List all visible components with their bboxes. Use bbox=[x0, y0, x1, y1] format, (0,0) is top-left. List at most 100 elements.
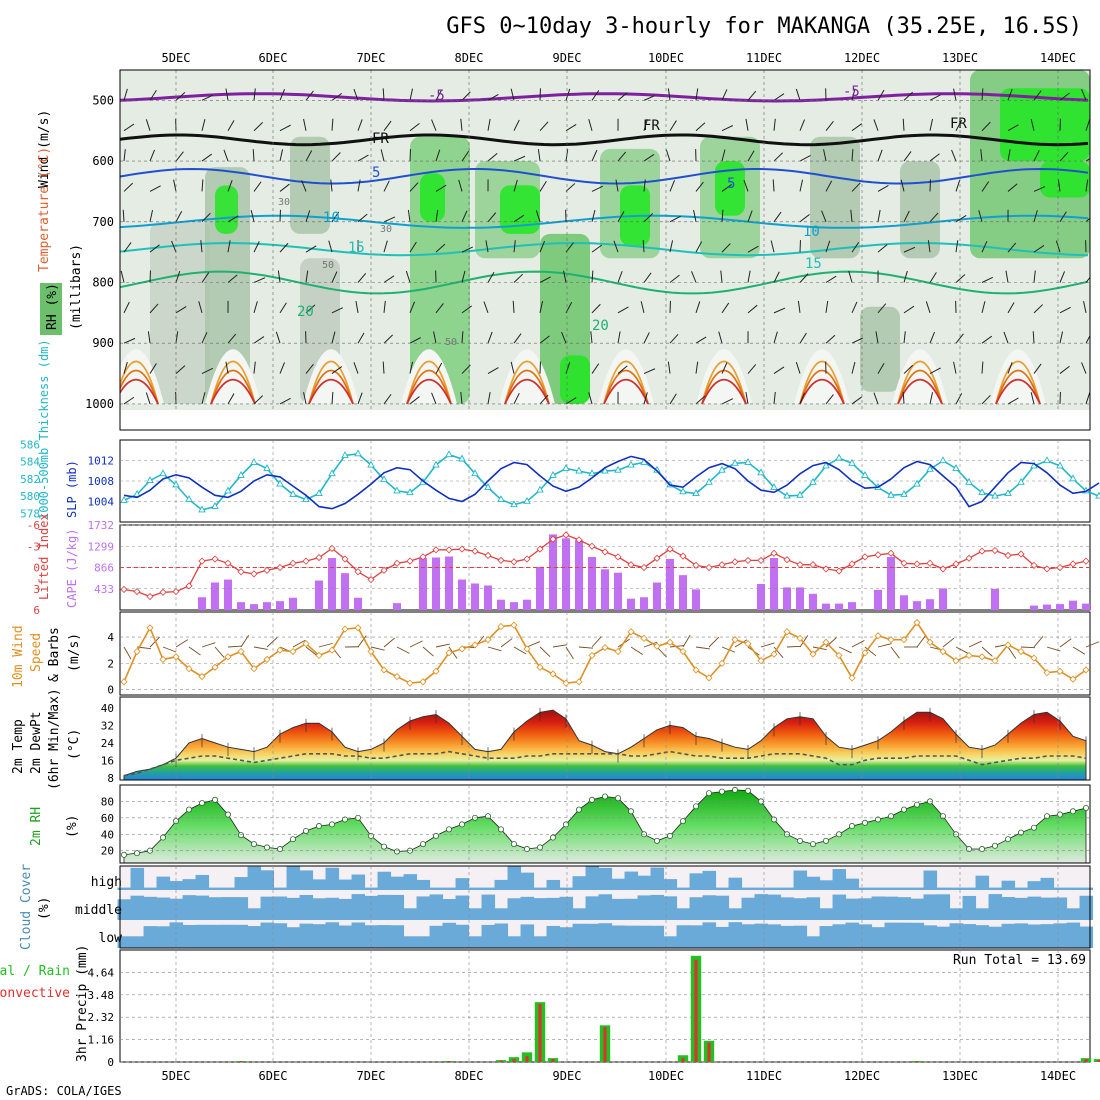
wind-barb bbox=[485, 240, 489, 253]
precip-convective-bar bbox=[525, 1056, 529, 1062]
cloud-cell bbox=[988, 926, 1003, 948]
cloud-cell bbox=[676, 908, 691, 920]
li-point bbox=[120, 585, 128, 594]
isotherm-label: FR bbox=[950, 116, 967, 132]
y-tick-label: 8 bbox=[107, 772, 114, 785]
wind-barb bbox=[851, 361, 856, 374]
wind-barb bbox=[175, 210, 183, 223]
isotherm-label: 20 bbox=[297, 304, 314, 320]
wind-barb bbox=[1007, 362, 1013, 374]
cloud-cell bbox=[156, 926, 171, 948]
cloud-row-high: high bbox=[91, 875, 122, 890]
date-label: 14DEC bbox=[1040, 1069, 1076, 1083]
thickness-point bbox=[718, 465, 726, 473]
thickness-point bbox=[1004, 489, 1012, 496]
cloud-cell bbox=[247, 908, 262, 920]
wind10-barb bbox=[799, 635, 809, 648]
cape-bar bbox=[912, 601, 922, 610]
y-tick-label: 600 bbox=[92, 154, 114, 168]
date-label: 5DEC bbox=[162, 51, 191, 65]
date-label: 11DEC bbox=[746, 1069, 782, 1083]
li-point bbox=[575, 536, 583, 544]
rh-point bbox=[458, 821, 465, 828]
wind10-unit: (m/s) bbox=[67, 633, 82, 672]
thickness-point bbox=[705, 477, 713, 485]
rh-point bbox=[159, 834, 166, 841]
cloud-cell bbox=[975, 875, 990, 890]
cloud-cell bbox=[390, 894, 405, 920]
wind10-barb bbox=[214, 646, 225, 658]
y-tick-label: 20 bbox=[101, 845, 114, 858]
wind-barb bbox=[1033, 90, 1042, 101]
wind-barb bbox=[225, 361, 229, 374]
wind-barb bbox=[487, 367, 499, 375]
wind-barb bbox=[353, 362, 359, 374]
li-point bbox=[133, 588, 141, 596]
wind10-barb bbox=[591, 636, 602, 648]
wind-barb bbox=[461, 331, 464, 344]
wind10-barb bbox=[188, 646, 201, 656]
wind-barb bbox=[303, 118, 307, 131]
rh-area bbox=[123, 789, 1087, 863]
rh-point bbox=[992, 842, 999, 849]
cloud-cell bbox=[546, 879, 561, 890]
cloud-cell bbox=[572, 923, 587, 948]
cape-bar bbox=[483, 585, 493, 610]
wind-speed-point bbox=[341, 625, 349, 633]
wind10-barb bbox=[695, 646, 710, 650]
wind-barb bbox=[591, 363, 600, 374]
li-point bbox=[835, 567, 843, 575]
cloud-cell bbox=[715, 887, 730, 890]
thickness-point bbox=[757, 468, 765, 476]
cloud-labels: Cloud Cover (%) high middle low bbox=[19, 864, 122, 950]
thickness-point bbox=[926, 464, 934, 472]
wind-barb bbox=[331, 331, 336, 344]
cloud-cell bbox=[910, 887, 925, 890]
wind-barb bbox=[591, 185, 604, 192]
cloud-unit: (%) bbox=[37, 897, 52, 920]
cape-bar bbox=[353, 597, 363, 610]
cloud-cell bbox=[845, 898, 860, 920]
isotherm-warm bbox=[308, 369, 354, 405]
wind-barb bbox=[175, 365, 186, 374]
wind-barb bbox=[591, 270, 594, 283]
thickness-point bbox=[809, 477, 817, 485]
wind10-barb bbox=[968, 640, 982, 648]
wind-speed-point bbox=[211, 663, 219, 671]
cape-bar bbox=[990, 588, 1000, 610]
wind-barb bbox=[383, 300, 386, 313]
wind-barb bbox=[721, 125, 734, 132]
isotherm-warm bbox=[406, 369, 452, 405]
wind-speed-point bbox=[1004, 641, 1012, 649]
li-point bbox=[172, 588, 180, 596]
y-tick-label: 500 bbox=[92, 93, 114, 107]
precip-label-a: 3hr Precip (mm) bbox=[75, 945, 90, 1062]
rh-point bbox=[1070, 808, 1077, 815]
li-point bbox=[471, 547, 479, 555]
wind-barb bbox=[799, 332, 807, 344]
wind-barb bbox=[799, 119, 806, 131]
wind-speed-point bbox=[822, 638, 830, 646]
thickness-point bbox=[601, 466, 609, 474]
wind-barb bbox=[305, 150, 313, 162]
cape-bar bbox=[444, 556, 454, 610]
thickness-labels: 1000-500mb Thickness (dm) SLP (mb) bbox=[37, 339, 79, 520]
wind-speed-point bbox=[939, 647, 947, 656]
thickness-point bbox=[588, 469, 596, 477]
wind-barb bbox=[331, 118, 334, 131]
thickness-point bbox=[263, 464, 271, 471]
wind-barb bbox=[929, 118, 934, 131]
wind-barb bbox=[409, 396, 420, 405]
wind-barb bbox=[903, 364, 914, 374]
wind-barb bbox=[253, 277, 266, 283]
wind-barb bbox=[669, 180, 676, 192]
cloud-cell bbox=[1001, 880, 1016, 890]
cloud-cell bbox=[1079, 926, 1094, 948]
wind-barb bbox=[357, 213, 368, 223]
cloud-cell bbox=[377, 894, 392, 920]
cape-bar bbox=[223, 579, 233, 610]
cape-bar bbox=[496, 599, 506, 610]
li-point bbox=[224, 559, 232, 567]
wind-barb bbox=[565, 123, 577, 132]
wind-barb bbox=[825, 394, 834, 405]
